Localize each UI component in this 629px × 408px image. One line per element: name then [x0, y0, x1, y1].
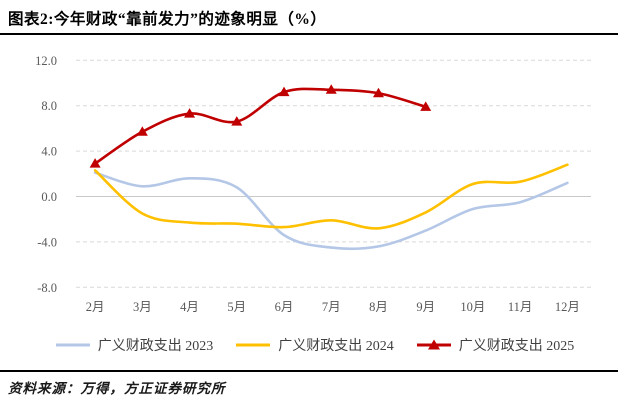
x-axis-label: 6月	[275, 300, 294, 314]
y-axis-label: 4.0	[41, 145, 57, 159]
x-axis-label: 3月	[133, 300, 152, 314]
x-axis-label: 9月	[416, 300, 435, 314]
y-axis-label: 12.0	[35, 54, 57, 68]
x-axis-label: 2月	[86, 300, 105, 314]
series-line-1	[93, 171, 569, 251]
triangle-marker	[231, 116, 243, 126]
y-axis-label: -4.0	[37, 235, 57, 249]
x-axis-label: 12月	[555, 300, 580, 314]
line-chart-plot-area: 12.0 8.0 4.0 0.0 -4.0 -8.0 2月 3月 4月 5月 6月 7月 8月 9月 10月…	[35, 54, 591, 314]
y-axis-label: 8.0	[41, 99, 57, 113]
x-axis-label: 10月	[460, 300, 485, 314]
title-divider	[0, 33, 618, 35]
y-axis-label: 0.0	[41, 190, 57, 204]
legend-item-2: 广义财政支出 2024	[235, 335, 394, 355]
triangle-marker	[89, 158, 101, 168]
x-axis-label: 4月	[180, 300, 199, 314]
y-axis-label: -8.0	[37, 281, 57, 295]
x-axis-label: 11月	[508, 300, 533, 314]
triangle-marker	[136, 126, 148, 136]
legend-label: 广义财政支出 2024	[278, 339, 394, 354]
legend-item-1: 广义财政支出 2023	[55, 335, 214, 355]
footer-divider	[0, 370, 618, 372]
legend-label: 广义财政支出 2023	[97, 339, 214, 354]
legend-line-swatch	[236, 343, 271, 347]
x-axis-label: 5月	[227, 300, 246, 314]
x-axis-label: 8月	[369, 300, 388, 314]
series-line-2	[93, 163, 569, 230]
legend-label: 广义财政支出 2025	[458, 339, 575, 354]
source-note: 资料来源：万得，方正证券研究所	[8, 381, 226, 396]
chart-title: 图表2:今年财政“靠前发力”的迹象明显（%）	[8, 11, 327, 28]
legend-line-swatch	[55, 343, 90, 347]
series-line-3	[93, 87, 427, 165]
x-axis-label: 7月	[322, 300, 341, 314]
triangle-marker	[420, 101, 432, 111]
chart-legend: 广义财政支出 2023 广义财政支出 2024 广义财政支出 2025	[0, 333, 629, 357]
triangle-marker	[278, 86, 290, 97]
triangle-marker	[184, 108, 196, 118]
triangle-marker	[325, 84, 337, 94]
triangle-marker	[372, 87, 384, 98]
legend-line-triangle-swatch	[416, 339, 451, 350]
legend-item-3: 广义财政支出 2025	[416, 335, 575, 355]
